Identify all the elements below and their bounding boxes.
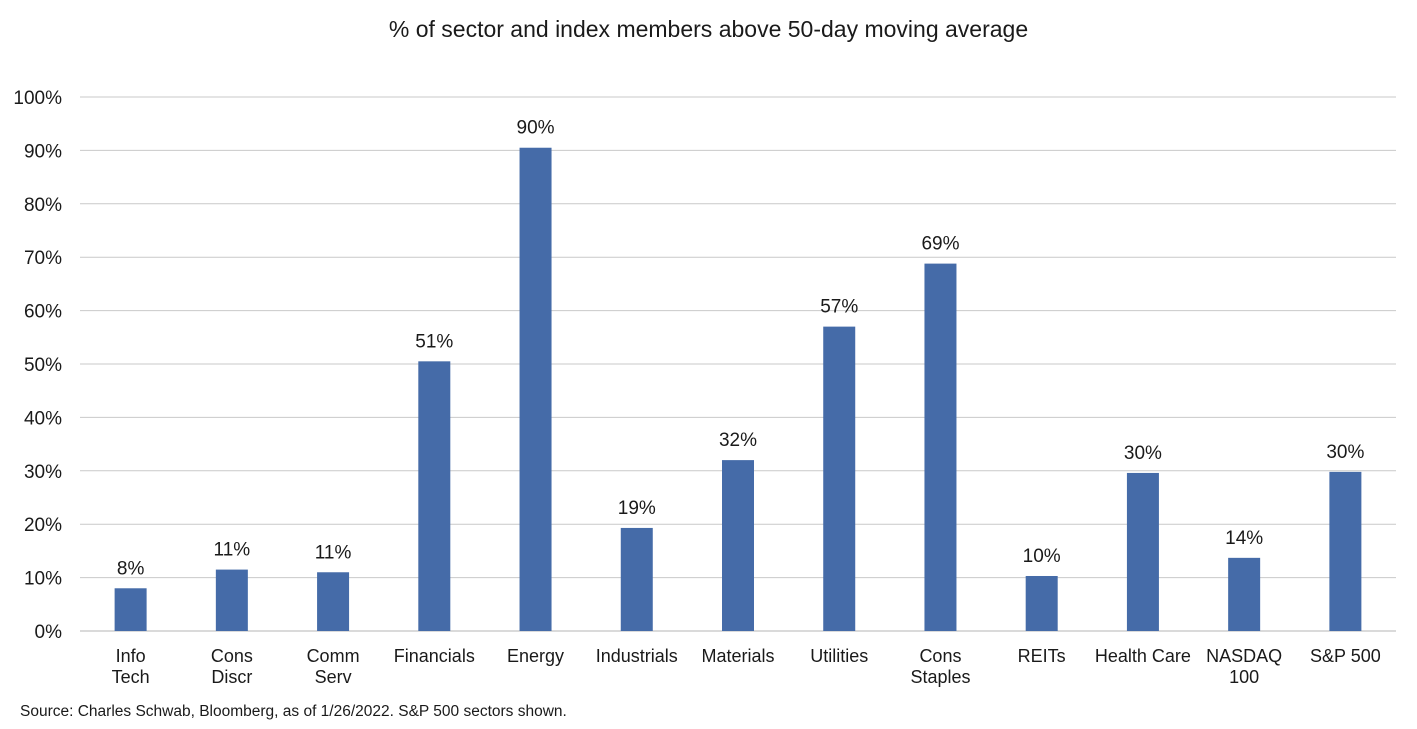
data-label: 30% xyxy=(1124,443,1162,464)
y-tick-label: 100% xyxy=(13,88,62,109)
data-label: 11% xyxy=(214,540,251,561)
bar-chart: 0% 10% 20% 30% 40% 50% 60% 70% 80% 90% 100% 8% InfoT… xyxy=(13,88,1396,687)
x-tick-label: Industrials xyxy=(596,646,678,666)
data-label: 57% xyxy=(820,297,858,318)
y-tick-label: 90% xyxy=(24,141,62,162)
y-tick-label: 40% xyxy=(24,408,62,429)
data-label: 14% xyxy=(1225,528,1263,549)
bar xyxy=(114,588,147,631)
y-tick-label: 60% xyxy=(24,302,62,323)
data-label: 69% xyxy=(921,234,959,255)
x-tick-label: Discr xyxy=(211,667,252,687)
x-tick-label: Cons xyxy=(211,646,253,666)
bar xyxy=(215,569,248,631)
y-tick-label: 20% xyxy=(24,515,62,536)
bar xyxy=(1329,471,1362,631)
data-label: 51% xyxy=(415,331,453,352)
data-label: 10% xyxy=(1023,546,1061,567)
data-label: 32% xyxy=(719,430,757,451)
y-tick-label: 50% xyxy=(24,355,62,376)
data-label: 90% xyxy=(517,118,555,139)
data-label: 8% xyxy=(117,558,145,579)
bar xyxy=(317,572,350,631)
x-tick-label: Energy xyxy=(507,646,564,666)
data-label: 11% xyxy=(315,542,352,563)
y-tick-label: 0% xyxy=(35,622,63,643)
x-tick-label: Comm xyxy=(307,646,360,666)
y-tick-label: 10% xyxy=(24,569,62,590)
x-tick-label: Materials xyxy=(701,646,774,666)
y-tick-label: 70% xyxy=(24,248,62,269)
x-tick-label: Info xyxy=(116,646,146,666)
x-tick-label: Staples xyxy=(910,667,970,687)
bar xyxy=(620,527,653,631)
source-note: Source: Charles Schwab, Bloomberg, as of… xyxy=(20,703,567,720)
x-tick-label: REITs xyxy=(1018,646,1066,666)
x-tick-label: Cons xyxy=(919,646,961,666)
bar xyxy=(924,263,957,631)
chart-title: % of sector and index members above 50-d… xyxy=(388,16,1029,42)
bar xyxy=(1025,575,1058,631)
bar xyxy=(418,361,451,631)
bar xyxy=(823,326,856,631)
data-label: 30% xyxy=(1326,442,1364,463)
x-tick-label: Tech xyxy=(112,667,150,687)
data-label: 19% xyxy=(618,498,656,519)
x-tick-label: Health Care xyxy=(1095,646,1191,666)
bar xyxy=(722,460,754,631)
bar xyxy=(1228,557,1261,631)
bar xyxy=(1126,472,1159,631)
bar xyxy=(519,147,552,632)
x-tick-label: Serv xyxy=(315,667,352,687)
y-tick-label: 80% xyxy=(24,195,62,216)
x-tick-label: Utilities xyxy=(810,646,868,666)
y-tick-label: 30% xyxy=(24,462,62,483)
x-tick-label: Financials xyxy=(394,646,475,666)
x-tick-label: 100 xyxy=(1229,667,1259,687)
x-tick-label: S&P 500 xyxy=(1310,646,1381,666)
x-tick-label: NASDAQ xyxy=(1206,646,1282,666)
